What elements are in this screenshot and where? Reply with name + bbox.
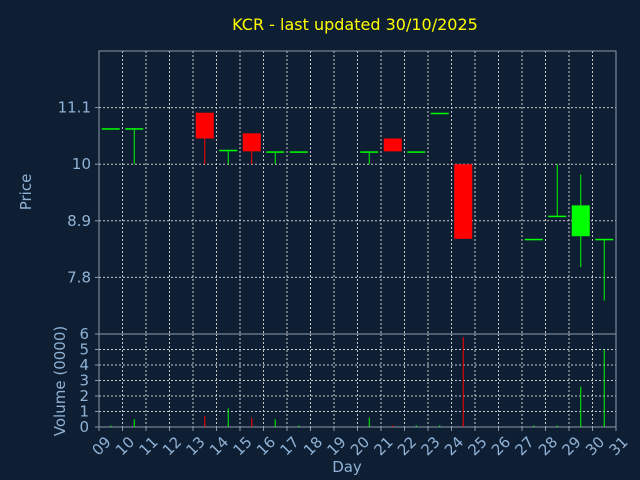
volume-tick-label: 5 (79, 341, 89, 359)
candle-body (242, 133, 261, 152)
x-tick-label: 15 (230, 433, 256, 459)
price-tick-label: 11.1 (58, 99, 91, 117)
candle-body (548, 215, 567, 218)
x-tick-label: 26 (488, 433, 514, 459)
x-tick-label: 22 (394, 433, 420, 459)
candle-body (289, 151, 308, 153)
x-tick-label: 21 (371, 433, 397, 459)
candle-body (219, 149, 238, 152)
x-tick-label: 29 (559, 433, 585, 459)
price-tick-label: 8.9 (67, 212, 91, 230)
x-tick-label: 20 (347, 433, 373, 459)
volume-bars (110, 337, 605, 427)
volume-tick-label: 4 (79, 356, 89, 374)
x-tick-label: 18 (300, 433, 326, 459)
x-tick-label: 12 (159, 433, 185, 459)
x-tick-label: 11 (136, 433, 162, 459)
x-tick-label: 24 (441, 433, 467, 459)
x-tick-label: 10 (112, 433, 138, 459)
x-tick-label: 14 (206, 433, 232, 459)
candle-body (195, 112, 214, 139)
x-tick-label: 28 (535, 433, 561, 459)
x-tick-label: 19 (324, 433, 350, 459)
x-tick-label: 30 (582, 433, 608, 459)
x-tick-label: 13 (183, 433, 209, 459)
candle-body (571, 205, 590, 237)
volume-tick-label: 6 (79, 325, 89, 343)
candle-body (430, 112, 449, 115)
price-tick-label: 7.8 (67, 268, 91, 286)
x-tick-label: 25 (465, 433, 491, 459)
x-ticks: 0910111213141516171819202122232425262728… (89, 427, 632, 459)
x-tick-label: 17 (277, 433, 303, 459)
x-tick-label: 09 (89, 433, 115, 459)
price-y-ticks: 7.8 8.9 10 11.1 (58, 99, 99, 286)
candle-body (266, 151, 285, 153)
candle-body (454, 164, 473, 239)
price-axis-label: Price (17, 174, 35, 211)
candle-body (407, 151, 426, 153)
x-tick-label: 27 (512, 433, 538, 459)
candles (101, 112, 614, 301)
volume-tick-label: 2 (79, 387, 89, 405)
price-grid (98, 51, 617, 334)
volume-tick-label: 0 (79, 418, 89, 436)
candle-body (595, 238, 614, 241)
candle-body (125, 128, 144, 130)
volume-tick-label: 3 (79, 372, 89, 390)
candle-body (524, 238, 543, 241)
volume-grid (98, 334, 617, 427)
candle-body (360, 151, 379, 153)
x-tick-label: 23 (418, 433, 444, 459)
chart-title: KCR - last updated 30/10/2025 (232, 15, 478, 34)
x-tick-label: 16 (253, 433, 279, 459)
x-tick-label: 31 (606, 433, 632, 459)
volume-axis-label: Volume (0000) (51, 326, 69, 436)
candle-body (383, 138, 402, 152)
price-tick-label: 10 (72, 155, 91, 173)
volume-tick-label: 1 (79, 403, 89, 421)
x-axis-label: Day (332, 458, 362, 476)
candle-body (101, 128, 120, 130)
